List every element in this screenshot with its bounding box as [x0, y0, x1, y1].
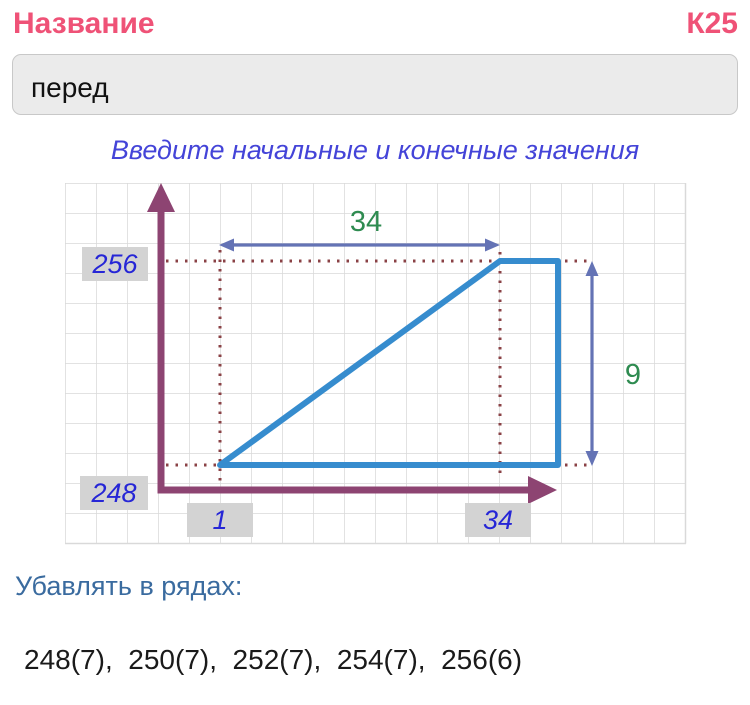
width-arrow-left-head-icon	[219, 238, 234, 252]
stitch-end-label: 34	[483, 505, 513, 535]
height-arrow-bottom-head-icon	[585, 451, 599, 466]
knitting-chart: 34 9 256 248 1 34	[65, 183, 687, 545]
row-start-label: 248	[90, 478, 136, 508]
x-axis-arrowhead-icon	[528, 476, 557, 504]
chart-grid	[65, 183, 686, 544]
y-axis-arrowhead-icon	[147, 183, 175, 212]
width-arrow-right-head-icon	[485, 238, 500, 252]
axes	[147, 183, 557, 504]
stitch-start-label: 1	[212, 505, 227, 535]
dimension-arrows	[219, 238, 599, 466]
piece-name-input[interactable]	[12, 54, 738, 115]
height-dimension-value: 9	[625, 359, 641, 391]
chart-grid-edge	[65, 183, 687, 545]
page-title: Название	[13, 7, 155, 40]
decrease-section-label: Убавлять в рядах:	[15, 571, 243, 601]
shape-outline	[217, 258, 561, 468]
width-dimension-value: 34	[350, 206, 382, 238]
row-end-label: 256	[91, 249, 138, 279]
stitch-end-chip[interactable]: 34	[465, 503, 531, 537]
height-arrow-top-head-icon	[585, 261, 599, 276]
value-chips: 256 248 1 34	[80, 247, 531, 537]
row-end-chip[interactable]: 256	[82, 247, 148, 281]
stitch-start-chip[interactable]: 1	[187, 503, 253, 537]
pattern-code: К25	[686, 7, 738, 40]
decrease-values: 248(7), 250(7), 252(7), 254(7), 256(6)	[24, 644, 523, 675]
instruction-text: Введите начальные и конечные значения	[110, 135, 640, 165]
row-start-chip[interactable]: 248	[80, 476, 148, 510]
